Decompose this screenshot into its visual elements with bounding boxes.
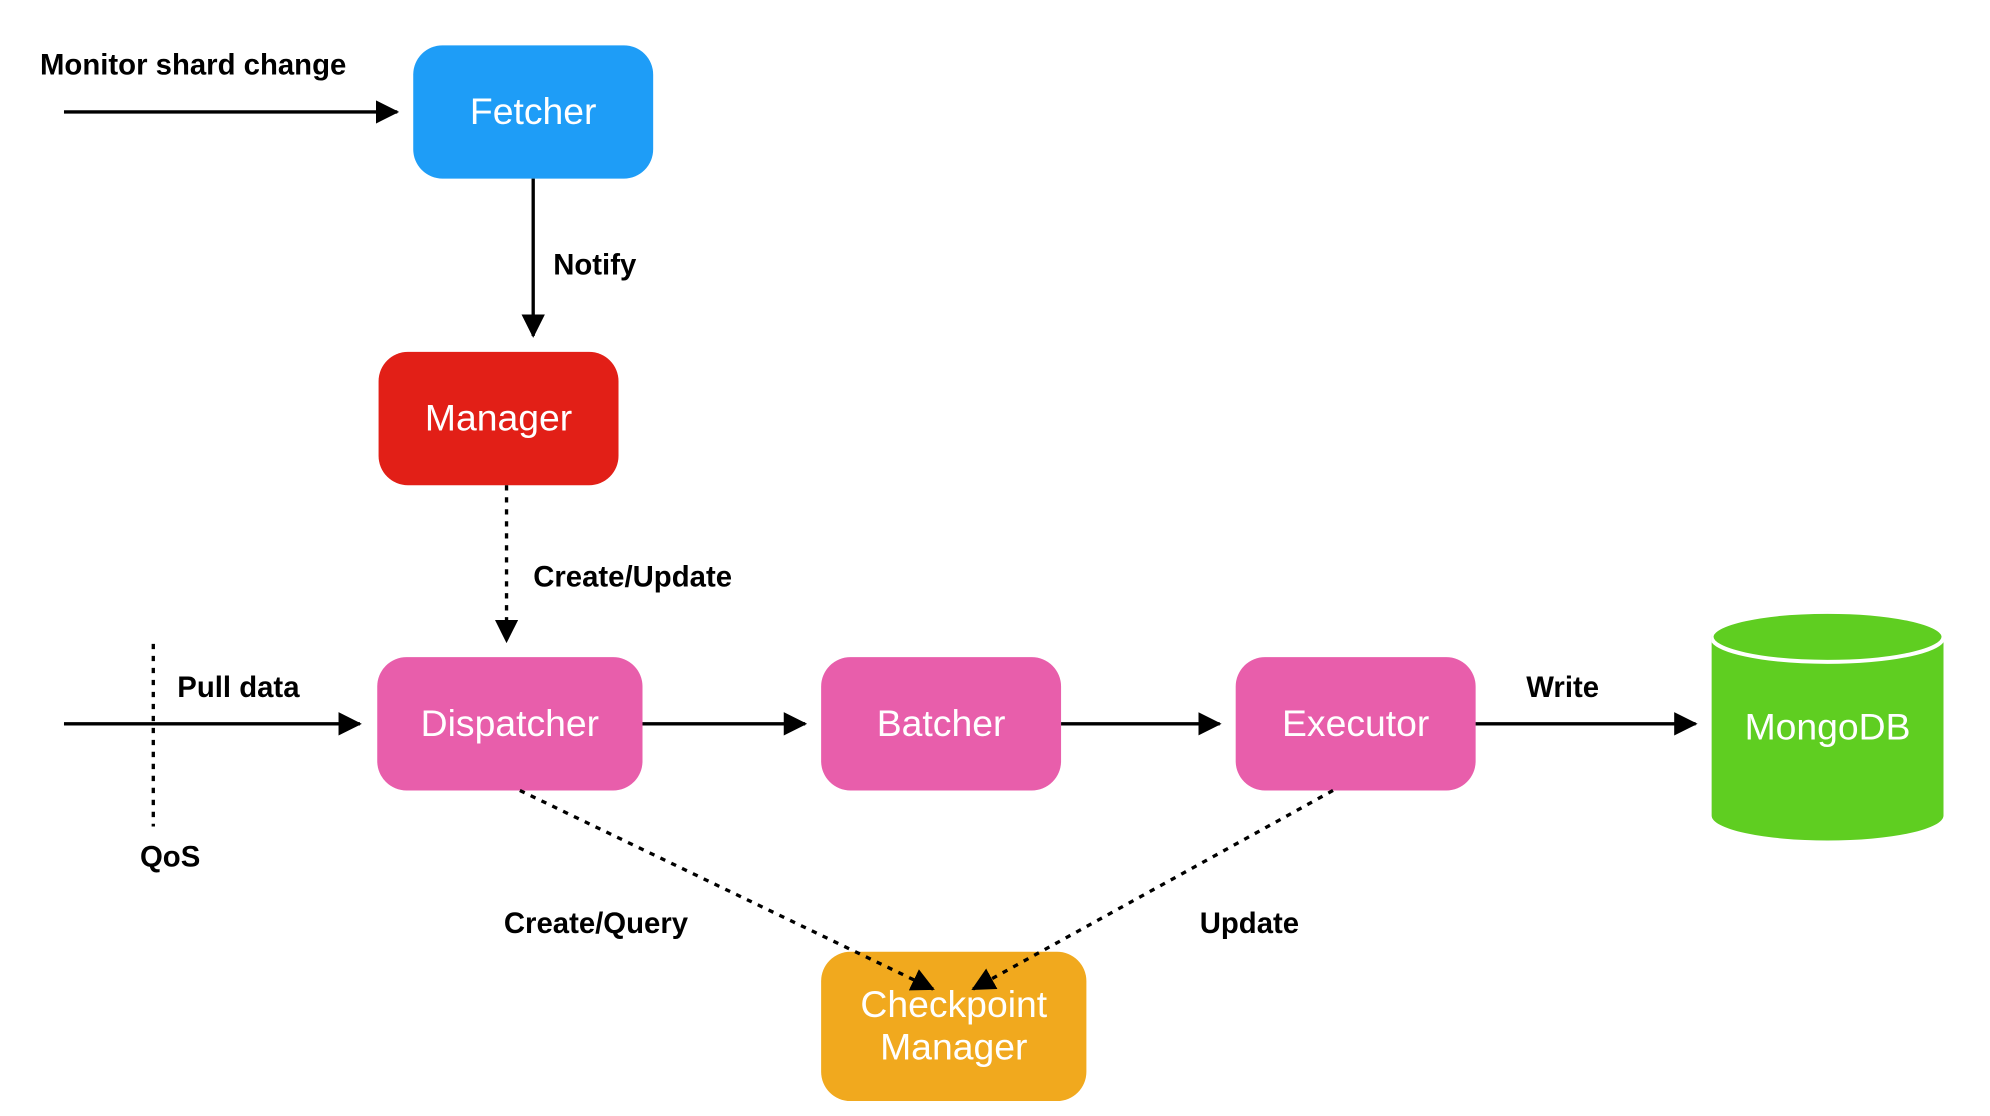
executor-node: Executor bbox=[1236, 657, 1476, 790]
create_update-label: Create/Update bbox=[533, 560, 732, 595]
manager-node: Manager bbox=[379, 352, 619, 485]
fetcher-node: Fetcher bbox=[413, 45, 653, 178]
update-label: Update bbox=[1200, 906, 1299, 941]
create_query-label: Create/Query bbox=[504, 906, 688, 941]
notify-label: Notify bbox=[553, 248, 636, 283]
monitor_shard_change-label: Monitor shard change bbox=[40, 48, 346, 83]
write-label: Write bbox=[1526, 670, 1599, 705]
batcher-node: Batcher bbox=[821, 657, 1061, 790]
dispatcher-node: Dispatcher bbox=[377, 657, 642, 790]
mongodb-node: MongoDB bbox=[1712, 612, 1944, 841]
mongodb-label: MongoDB bbox=[1745, 706, 1911, 748]
pull_data-label: Pull data bbox=[177, 670, 299, 705]
qos-label: QoS bbox=[140, 840, 200, 875]
checkpoint-node: Checkpoint Manager bbox=[821, 952, 1086, 1101]
edges-layer bbox=[0, 0, 1989, 1116]
diagram-canvas: Fetcher Manager Dispatcher Batcher Executor C… bbox=[0, 0, 1989, 1116]
